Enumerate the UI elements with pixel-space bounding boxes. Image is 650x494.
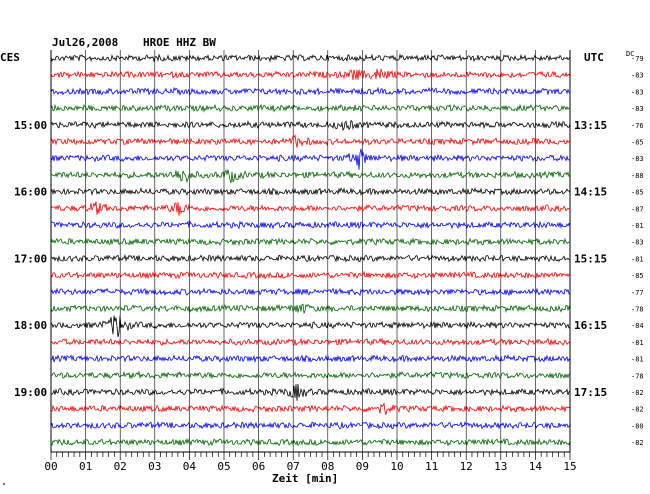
trace-line — [50, 68, 571, 81]
left-hour-labels: 15:00 16:00 17:00 18:00 19:00 — [14, 119, 47, 399]
axis-tick-label: 10 — [390, 460, 403, 473]
axis-tick-label: 05 — [217, 460, 230, 473]
dc-offset-value: -81 — [631, 222, 644, 230]
left-hour-label: 19:00 — [14, 386, 47, 399]
axis-tick-label: 11 — [425, 460, 438, 473]
axis-tick-label: 03 — [148, 460, 161, 473]
left-hour-label: 17:00 — [14, 252, 47, 265]
dc-offset-value: -88 — [631, 172, 644, 180]
left-hour-label: 15:00 — [14, 119, 47, 132]
dc-offset-value: -85 — [631, 139, 644, 147]
axis-tick-label: 15 — [563, 460, 576, 473]
trace-line — [51, 354, 571, 364]
trace-line — [50, 119, 571, 132]
dc-offset-value: -83 — [631, 72, 644, 80]
trace-line — [50, 337, 571, 347]
axis-tick-label: 00 — [44, 460, 57, 473]
dc-offset-value: -83 — [631, 88, 644, 96]
trace-line — [50, 315, 571, 338]
station-label: HROE HHZ BW — [143, 36, 216, 49]
trace-line — [50, 201, 571, 216]
dc-offset-value: -82 — [631, 439, 644, 447]
dc-offset-value: -80 — [631, 422, 644, 430]
seismic-traces — [50, 53, 571, 447]
dc-offset-value: -81 — [631, 339, 644, 347]
axis-tick-label: 01 — [79, 460, 92, 473]
dc-offset-value: -78 — [631, 372, 644, 380]
dc-offset-labels: -79 -83 -83 -83 -76 -85 -83 -88 -85 -87 -81 -83 -81 -… — [631, 55, 644, 447]
trace-line — [50, 53, 571, 63]
trace-line — [50, 402, 571, 415]
dc-offset-value: -82 — [631, 389, 644, 397]
axis-tick-label: 13 — [494, 460, 507, 473]
left-hour-label: 16:00 — [14, 186, 47, 199]
dc-offset-value: -78 — [631, 306, 644, 314]
trace-line — [50, 421, 571, 430]
local-time-zone-label: CES — [0, 51, 20, 64]
dc-offset-value: -83 — [631, 105, 644, 113]
axis-tick-label: 09 — [356, 460, 369, 473]
axis-tick-label: 12 — [460, 460, 473, 473]
trace-line — [50, 383, 571, 401]
dc-offset-value: -77 — [631, 289, 644, 297]
axis-tick-label: 14 — [529, 460, 543, 473]
utc-zone-label: UTC — [584, 51, 604, 64]
axis-tick-label: 06 — [252, 460, 265, 473]
trace-line — [50, 86, 571, 97]
dc-offset-value: -83 — [631, 239, 644, 247]
trace-line — [50, 254, 571, 263]
dc-offset-value: -83 — [631, 155, 644, 163]
trace-line — [50, 437, 571, 447]
right-hour-label: 16:15 — [574, 319, 607, 332]
right-hour-label: 15:15 — [574, 252, 607, 265]
trace-line — [50, 148, 571, 170]
dc-offset-value: -87 — [631, 205, 644, 213]
dc-offset-value: -79 — [631, 55, 644, 63]
axis-tick-label: 02 — [114, 460, 127, 473]
axis-tick-label: 04 — [183, 460, 197, 473]
right-hour-label: 14:15 — [574, 186, 607, 199]
right-hour-label: 17:15 — [574, 386, 607, 399]
trace-line — [50, 237, 571, 246]
dc-offset-value: -85 — [631, 272, 644, 280]
trace-line — [50, 187, 571, 197]
dc-offset-value: -76 — [631, 122, 644, 130]
trace-line — [50, 134, 571, 148]
right-hour-label: 13:15 — [574, 119, 607, 132]
trace-line — [50, 220, 571, 230]
trace-line — [50, 303, 571, 314]
time-axis: 00 01 02 03 04 05 06 07 08 09 10 11 12 13 14 15 — [44, 452, 577, 473]
axis-tick-label: 07 — [287, 460, 300, 473]
trace-line — [51, 169, 571, 184]
trace-line — [50, 270, 571, 280]
trace-line — [50, 287, 571, 297]
date-label: Jul26,2008 — [52, 36, 118, 49]
time-axis-title: Zeit [min] — [272, 472, 338, 485]
left-hour-label: 18:00 — [14, 319, 47, 332]
dc-offset-value: -85 — [631, 189, 644, 197]
axis-tick-label: 08 — [321, 460, 334, 473]
corner-mark: " — [2, 482, 6, 490]
right-hour-labels: 13:15 14:15 15:15 16:15 17:15 — [574, 119, 607, 399]
dc-offset-value: -82 — [631, 406, 644, 414]
dc-offset-value: -84 — [631, 322, 644, 330]
trace-line — [50, 103, 571, 113]
trace-line — [50, 370, 571, 380]
dc-offset-value: -81 — [631, 255, 644, 263]
dc-header-label: DC — [626, 50, 634, 58]
dc-offset-value: -81 — [631, 356, 644, 364]
